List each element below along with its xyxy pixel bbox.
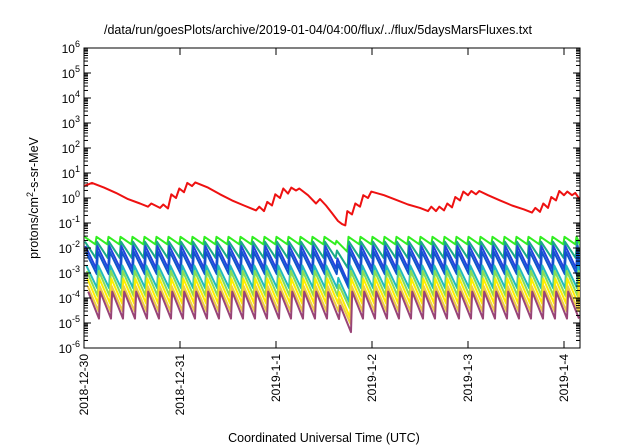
y-tick-label-base-4: 10 — [59, 242, 73, 256]
series-line-2 — [84, 240, 580, 269]
y-tick-label-exponent-9: 3 — [75, 114, 80, 124]
y-tick-label-base-11: 10 — [62, 67, 76, 81]
y-axis-label-superscript: 2 — [25, 192, 35, 197]
x-tick-label-3: 2019-1-2 — [365, 354, 379, 402]
x-tick-label-2: 2019-1-1 — [269, 354, 283, 402]
x-tick-label-5: 2019-1-4 — [557, 354, 571, 402]
series-line-9 — [87, 290, 580, 334]
y-tick-label-11: 105 — [62, 64, 80, 81]
y-tick-label-base-8: 10 — [62, 142, 76, 156]
y-tick-label-1: 10-5 — [59, 314, 80, 331]
x-tick-label-1: 2018-12-31 — [173, 354, 187, 416]
y-tick-label-5: 10-1 — [59, 214, 80, 231]
y-tick-label-base-10: 10 — [62, 92, 76, 106]
y-tick-label-exponent-12: 6 — [75, 39, 80, 49]
y-tick-label-exponent-0: -6 — [72, 339, 80, 349]
y-tick-label-base-9: 10 — [62, 117, 76, 131]
y-axis-label-suffix: -s-sr-MeV — [27, 136, 41, 192]
y-tick-label-base-5: 10 — [59, 217, 73, 231]
series-line-4 — [85, 250, 580, 289]
y-tick-label-6: 100 — [62, 189, 80, 206]
y-tick-label-base-12: 10 — [62, 42, 76, 56]
y-tick-label-7: 101 — [62, 164, 80, 181]
y-tick-label-12: 106 — [62, 39, 80, 56]
series-line-1 — [84, 235, 580, 253]
series-line-0 — [84, 181, 580, 227]
y-tick-label-exponent-7: 1 — [75, 164, 80, 174]
y-axis-label: protons/cm2-s-sr-MeV — [25, 136, 41, 258]
y-tick-label-exponent-2: -4 — [72, 289, 80, 299]
y-tick-label-base-1: 10 — [59, 317, 73, 331]
y-tick-label-base-7: 10 — [62, 167, 76, 181]
y-tick-label-exponent-10: 4 — [75, 89, 80, 99]
y-axis-ticks: 10-610-510-410-310-210-11001011021031041… — [59, 39, 580, 356]
y-tick-label-exponent-1: -5 — [72, 314, 80, 324]
series-layer — [84, 181, 580, 334]
y-tick-label-exponent-4: -2 — [72, 239, 80, 249]
y-tick-label-exponent-8: 2 — [75, 139, 80, 149]
x-axis-ticks: 2018-12-30 2018-12-31 2019-1-1 2019-1-2 2019… — [77, 48, 571, 415]
y-tick-label-2: 10-4 — [59, 289, 80, 306]
x-tick-label-0: 2018-12-30 — [77, 354, 91, 416]
y-tick-label-8: 102 — [62, 139, 80, 156]
y-tick-label-3: 10-3 — [59, 264, 80, 281]
y-axis-label-prefix: protons/cm — [27, 197, 41, 259]
y-tick-label-base-6: 10 — [62, 192, 76, 206]
y-tick-label-exponent-5: -1 — [72, 214, 80, 224]
y-tick-label-9: 103 — [62, 114, 80, 131]
y-tick-label-0: 10-6 — [59, 339, 80, 356]
y-tick-label-exponent-6: 0 — [75, 189, 80, 199]
x-axis-label: Coordinated Universal Time (UTC) — [228, 431, 420, 445]
y-tick-label-4: 10-2 — [59, 239, 80, 256]
chart-title: /data/run/goesPlots/archive/2019-01-04/0… — [104, 23, 533, 37]
y-tick-label-exponent-11: 5 — [75, 64, 80, 74]
y-tick-label-base-3: 10 — [59, 267, 73, 281]
x-tick-label-4: 2019-1-3 — [461, 354, 475, 402]
y-tick-label-base-0: 10 — [59, 342, 73, 356]
y-tick-label-10: 104 — [62, 89, 80, 106]
y-tick-label-exponent-3: -3 — [72, 264, 80, 274]
y-tick-label-base-2: 10 — [59, 292, 73, 306]
